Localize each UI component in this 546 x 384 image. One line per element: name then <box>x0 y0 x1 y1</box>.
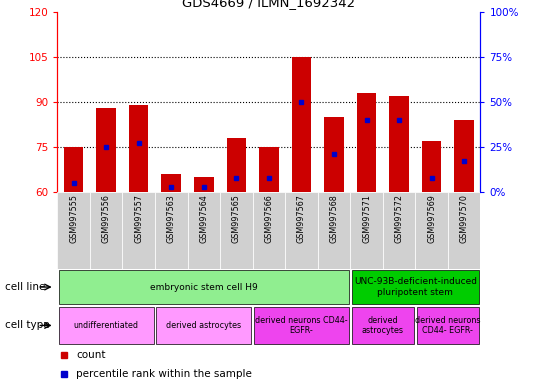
Text: derived
astrocytes: derived astrocytes <box>362 316 404 335</box>
Bar <box>422 141 441 192</box>
Text: GSM997566: GSM997566 <box>264 194 274 243</box>
Bar <box>383 192 416 269</box>
Bar <box>97 108 116 192</box>
Bar <box>162 174 181 192</box>
Bar <box>58 307 153 344</box>
Text: derived astrocytes: derived astrocytes <box>166 321 241 330</box>
Text: derived neurons CD44-
EGFR-: derived neurons CD44- EGFR- <box>255 316 348 335</box>
Bar <box>416 192 448 269</box>
Bar <box>454 120 474 192</box>
Text: GSM997570: GSM997570 <box>460 194 468 243</box>
Bar <box>448 192 480 269</box>
Text: GSM997568: GSM997568 <box>329 194 339 243</box>
Bar <box>352 307 414 344</box>
Bar <box>351 192 383 269</box>
Bar <box>58 270 349 304</box>
Bar <box>64 147 84 192</box>
Bar <box>253 192 285 269</box>
Text: percentile rank within the sample: percentile rank within the sample <box>76 369 252 379</box>
Bar <box>352 270 479 304</box>
Bar <box>292 56 311 192</box>
Title: GDS4669 / ILMN_1692342: GDS4669 / ILMN_1692342 <box>182 0 355 9</box>
Text: GSM997569: GSM997569 <box>427 194 436 243</box>
Text: GSM997555: GSM997555 <box>69 194 78 243</box>
Bar <box>156 307 251 344</box>
Bar <box>227 138 246 192</box>
Bar <box>57 192 90 269</box>
Bar <box>389 96 409 192</box>
Text: GSM997567: GSM997567 <box>297 194 306 243</box>
Bar <box>122 192 155 269</box>
Text: GSM997565: GSM997565 <box>232 194 241 243</box>
Bar <box>259 147 278 192</box>
Text: derived neurons
CD44- EGFR-: derived neurons CD44- EGFR- <box>415 316 480 335</box>
Text: count: count <box>76 350 106 360</box>
Text: embryonic stem cell H9: embryonic stem cell H9 <box>150 283 258 291</box>
Text: GSM997564: GSM997564 <box>199 194 209 243</box>
Text: GSM997556: GSM997556 <box>102 194 111 243</box>
Bar <box>129 105 149 192</box>
Text: undifferentiated: undifferentiated <box>74 321 139 330</box>
Bar <box>187 192 220 269</box>
Bar <box>285 192 318 269</box>
Bar <box>324 117 344 192</box>
Text: GSM997557: GSM997557 <box>134 194 143 243</box>
Text: cell line: cell line <box>5 282 46 292</box>
Bar <box>220 192 253 269</box>
Text: cell type: cell type <box>5 320 50 331</box>
Bar <box>254 307 349 344</box>
Text: UNC-93B-deficient-induced
pluripotent stem: UNC-93B-deficient-induced pluripotent st… <box>354 277 477 297</box>
Text: GSM997563: GSM997563 <box>167 194 176 243</box>
Bar <box>318 192 351 269</box>
Text: GSM997572: GSM997572 <box>395 194 403 243</box>
Bar <box>155 192 187 269</box>
Bar <box>194 177 213 192</box>
Bar <box>417 307 479 344</box>
Text: GSM997571: GSM997571 <box>362 194 371 243</box>
Bar <box>90 192 122 269</box>
Bar <box>357 93 376 192</box>
